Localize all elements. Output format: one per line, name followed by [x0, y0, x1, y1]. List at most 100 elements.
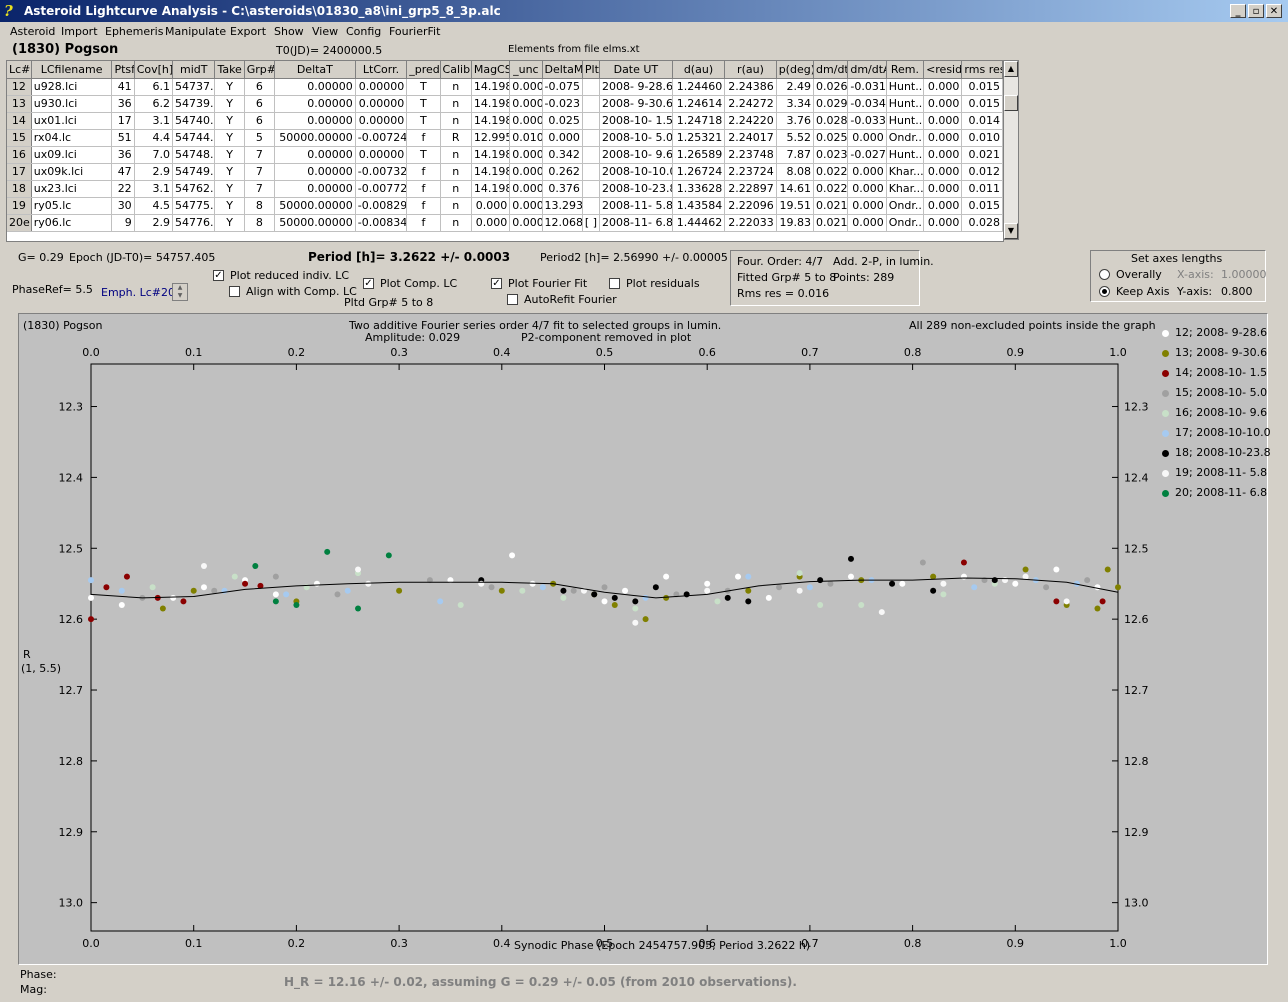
- table-cell[interactable]: Ondr...: [886, 129, 925, 147]
- table-cell[interactable]: 0.000: [923, 78, 963, 96]
- table-cell[interactable]: -0.023: [542, 95, 583, 113]
- table-cell[interactable]: Hunt...: [886, 146, 925, 164]
- scroll-thumb[interactable]: [1004, 95, 1018, 111]
- table-cell[interactable]: 1.26589: [672, 146, 726, 164]
- table-cell[interactable]: 41: [111, 78, 135, 96]
- table-cell[interactable]: R: [440, 129, 472, 147]
- table-cell[interactable]: T: [406, 78, 441, 96]
- table-cell[interactable]: 0.000: [509, 95, 543, 113]
- scroll-down-icon[interactable]: ▼: [1004, 223, 1018, 239]
- table-cell[interactable]: -0.075: [542, 78, 583, 96]
- plot-fourier-checkbox[interactable]: ✓: [491, 278, 502, 289]
- table-cell[interactable]: 30: [111, 197, 135, 215]
- menu-ephemeris[interactable]: Ephemeris: [105, 25, 164, 38]
- table-cell[interactable]: 5: [244, 129, 275, 147]
- column-header[interactable]: DeltaT: [274, 61, 356, 79]
- table-cell[interactable]: 0.000: [923, 163, 963, 181]
- table-cell[interactable]: 0.023: [813, 146, 849, 164]
- column-header[interactable]: LtCorr.: [355, 61, 408, 79]
- table-cell[interactable]: 0.015: [961, 78, 1003, 96]
- table-cell[interactable]: 0.000: [923, 197, 963, 215]
- column-header[interactable]: d(au): [672, 61, 726, 79]
- x-axis-value[interactable]: 1.00000: [1221, 268, 1267, 281]
- table-cell[interactable]: 0.021: [813, 197, 849, 215]
- table-cell[interactable]: 6: [244, 95, 275, 113]
- minimize-button[interactable]: _: [1230, 4, 1246, 18]
- table-cell[interactable]: f: [406, 197, 441, 215]
- table-cell[interactable]: 2008- 9-28.6: [599, 78, 673, 96]
- table-cell[interactable]: f: [406, 214, 441, 232]
- table-cell[interactable]: -0.00732: [355, 163, 408, 181]
- column-header[interactable]: midT: [172, 61, 216, 79]
- table-cell[interactable]: 2.9: [134, 214, 174, 232]
- table-cell[interactable]: 54740.5: [172, 112, 216, 130]
- table-cell[interactable]: 0.028: [813, 112, 849, 130]
- lightcurve-table[interactable]: Lc# LCfilename Ptsf Cov[h] midT Take Grp# Delta…: [6, 60, 1004, 242]
- table-cell[interactable]: Ondr...: [886, 197, 925, 215]
- table-cell[interactable]: 0.000: [471, 197, 511, 215]
- table-cell[interactable]: 8: [244, 214, 275, 232]
- table-cell[interactable]: 14.198: [471, 180, 511, 198]
- table-cell[interactable]: 6.2: [134, 95, 174, 113]
- table-cell[interactable]: 0.011: [961, 180, 1003, 198]
- table-cell[interactable]: 0.021: [813, 214, 849, 232]
- table-cell[interactable]: 14.198: [471, 78, 511, 96]
- table-row[interactable]: 12u928.lci416.154737.6Y60.000000.00000Tn…: [7, 78, 1003, 96]
- table-cell[interactable]: 0.000: [509, 180, 543, 198]
- table-cell[interactable]: 2.23724: [724, 163, 777, 181]
- table-cell[interactable]: 54749.0: [172, 163, 216, 181]
- table-cell[interactable]: 2008-10-10.0: [599, 163, 673, 181]
- column-header[interactable]: Cov[h]: [134, 61, 174, 79]
- lightcurve-app-icon[interactable]: ?: [4, 2, 13, 20]
- menu-manipulate[interactable]: Manipulate: [165, 25, 227, 38]
- table-cell[interactable]: 12.995: [471, 129, 511, 147]
- table-cell[interactable]: 0.025: [813, 129, 849, 147]
- maximize-button[interactable]: ▫: [1248, 4, 1264, 18]
- table-cell[interactable]: T: [406, 95, 441, 113]
- table-cell[interactable]: -0.00834: [355, 214, 408, 232]
- table-cell[interactable]: 1.24718: [672, 112, 726, 130]
- table-cell[interactable]: 0.00000: [274, 78, 356, 96]
- table-cell[interactable]: 2.22033: [724, 214, 777, 232]
- table-cell[interactable]: 54762.8: [172, 180, 216, 198]
- column-header[interactable]: p(deg): [776, 61, 815, 79]
- column-header[interactable]: dm/dtA: [847, 61, 887, 79]
- table-cell[interactable]: n: [440, 180, 472, 198]
- table-cell[interactable]: Y: [214, 95, 245, 113]
- overally-radio[interactable]: [1099, 269, 1110, 280]
- menu-view[interactable]: View: [312, 25, 339, 38]
- table-row[interactable]: 15rx04.lc514.454744.0Y550000.00000-0.007…: [7, 129, 1003, 147]
- table-cell[interactable]: 0.022: [813, 180, 849, 198]
- table-cell[interactable]: 2.9: [134, 163, 174, 181]
- table-cell[interactable]: 1.24614: [672, 95, 726, 113]
- column-header[interactable]: <resid>: [923, 61, 963, 79]
- table-cell[interactable]: 14.61: [776, 180, 815, 198]
- table-cell[interactable]: 3.1: [134, 180, 174, 198]
- spin-down-icon[interactable]: ▼: [177, 292, 183, 299]
- table-cell[interactable]: 50000.00000: [274, 214, 356, 232]
- table-cell[interactable]: 6.1: [134, 78, 174, 96]
- table-cell[interactable]: 0.000: [847, 163, 887, 181]
- table-cell[interactable]: 6: [244, 78, 275, 96]
- table-cell[interactable]: [582, 163, 601, 181]
- table-cell[interactable]: 8.08: [776, 163, 815, 181]
- table-cell[interactable]: [582, 129, 601, 147]
- column-header[interactable]: LCfilename: [31, 61, 113, 79]
- column-header[interactable]: Grp#: [244, 61, 275, 79]
- table-cell[interactable]: [582, 112, 601, 130]
- table-cell[interactable]: 4.4: [134, 129, 174, 147]
- table-cell[interactable]: ux01.lci: [31, 112, 113, 130]
- table-cell[interactable]: 0.376: [542, 180, 583, 198]
- table-cell[interactable]: n: [440, 197, 472, 215]
- table-cell[interactable]: 1.24460: [672, 78, 726, 96]
- table-cell[interactable]: -0.027: [847, 146, 887, 164]
- table-cell[interactable]: 0.010: [961, 129, 1003, 147]
- table-cell[interactable]: 0.00000: [274, 112, 356, 130]
- table-cell[interactable]: 1.44462: [672, 214, 726, 232]
- table-cell[interactable]: 2008- 9-30.6: [599, 95, 673, 113]
- table-cell[interactable]: 0.022: [813, 163, 849, 181]
- table-cell[interactable]: 0.00000: [274, 146, 356, 164]
- table-cell[interactable]: ry05.lc: [31, 197, 113, 215]
- lightcurve-chart[interactable]: 0.0 0.0 0.1 0.1 0.2 0.2 0.3 0.3 0.4 0.4 0.5 0.5 0.6 0…: [19, 314, 1267, 964]
- table-row[interactable]: 17ux09k.lci472.954749.0Y70.00000-0.00732…: [7, 163, 1003, 181]
